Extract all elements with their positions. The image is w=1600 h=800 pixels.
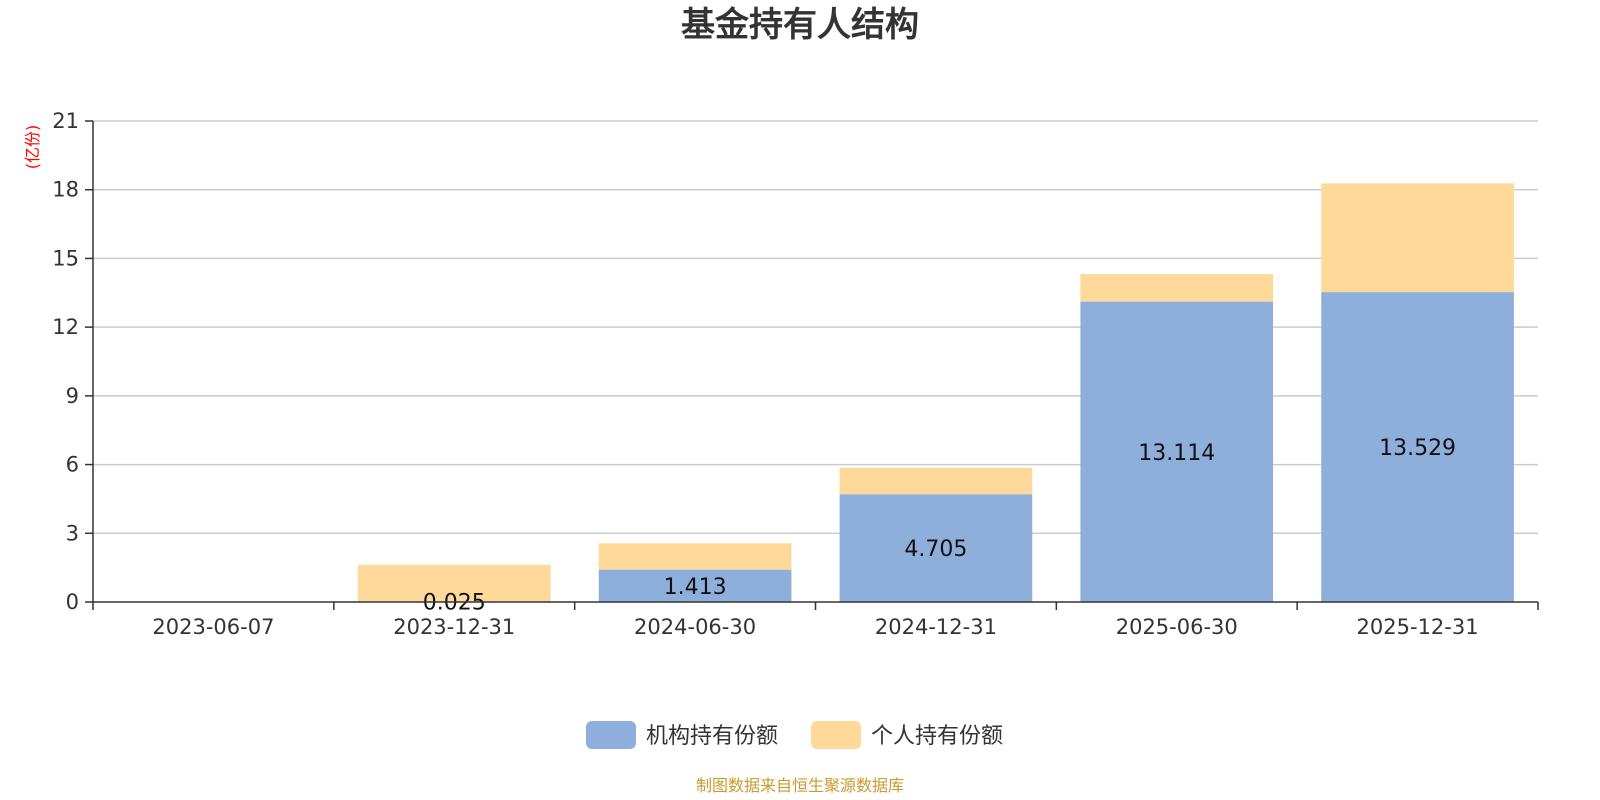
bar-institutional bbox=[1080, 301, 1274, 602]
legend-swatch bbox=[811, 721, 861, 749]
bar-individual bbox=[1080, 274, 1274, 302]
axis-layer: 0 3 6 9 12 15 18 21 2023-06-07 2023-12-31 2024-06-… bbox=[52, 109, 1539, 639]
bar-individual bbox=[839, 467, 1033, 495]
y-axis-unit: (亿份) bbox=[23, 125, 42, 170]
bar-individual bbox=[1321, 183, 1514, 293]
data-label: 1.413 bbox=[664, 575, 727, 600]
bar-institutional bbox=[598, 569, 792, 602]
y-tick-label: 12 bbox=[52, 315, 79, 339]
legend-label: 机构持有份额 bbox=[646, 724, 778, 749]
bar-individual bbox=[357, 564, 551, 602]
y-tick-label: 6 bbox=[66, 453, 79, 477]
x-tick-label: 2025-12-31 bbox=[1357, 615, 1479, 639]
y-tick-label: 18 bbox=[52, 178, 79, 202]
data-label: 13.529 bbox=[1379, 436, 1456, 461]
y-tick-label: 21 bbox=[52, 109, 79, 133]
x-tick-label: 2024-12-31 bbox=[875, 615, 997, 639]
data-label: 13.114 bbox=[1138, 441, 1215, 466]
bar-individual bbox=[598, 543, 792, 570]
y-tick-label: 9 bbox=[66, 384, 79, 408]
data-label: 0.025 bbox=[423, 591, 486, 616]
y-tick-label: 3 bbox=[66, 521, 79, 545]
legend: 机构持有份额 个人持有份额 bbox=[586, 721, 1003, 749]
x-tick-label: 2023-06-07 bbox=[152, 615, 274, 639]
bar-institutional bbox=[1321, 292, 1514, 602]
x-tick-label: 2023-12-31 bbox=[393, 615, 515, 639]
legend-swatch bbox=[586, 721, 636, 749]
chart-title: 基金持有人结构 bbox=[681, 5, 919, 45]
data-label: 4.705 bbox=[904, 537, 967, 562]
data-labels-layer: 0.025 1.413 4.705 13.114 13.529 bbox=[423, 436, 1456, 616]
bar-institutional bbox=[839, 494, 1033, 602]
grid-layer bbox=[93, 120, 1538, 535]
source-note: 制图数据来自恒生聚源数据库 bbox=[696, 776, 904, 795]
y-tick-label: 15 bbox=[52, 246, 79, 270]
legend-label: 个人持有份额 bbox=[871, 724, 1003, 749]
x-tick-label: 2025-06-30 bbox=[1116, 615, 1238, 639]
bars-layer bbox=[357, 183, 1514, 602]
x-tick-label: 2024-06-30 bbox=[634, 615, 756, 639]
y-tick-label: 0 bbox=[66, 590, 79, 614]
